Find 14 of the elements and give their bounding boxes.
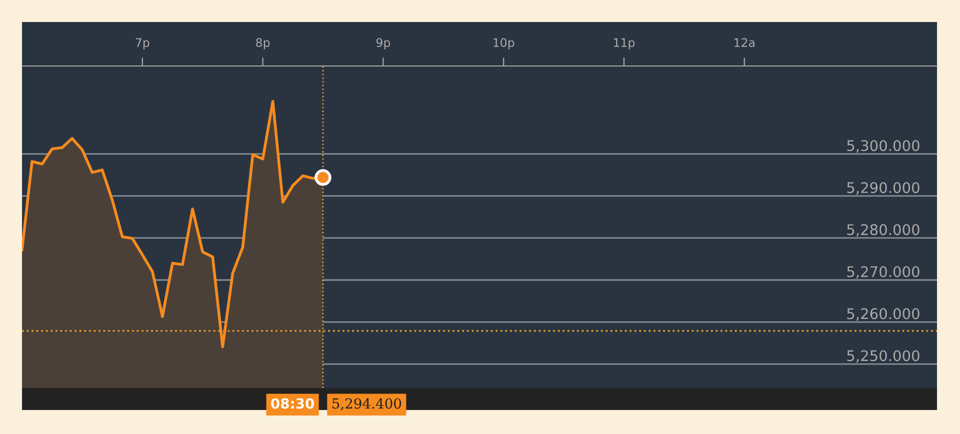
- y-tick-label: 5,300.000: [847, 140, 920, 153]
- y-tick-label: 5,250.000: [847, 350, 920, 363]
- y-tick-label: 5,260.000: [847, 308, 920, 321]
- x-tick-label: 10p: [494, 38, 514, 50]
- x-tick-label: 7p: [136, 38, 150, 50]
- y-tick-label: 5,280.000: [847, 224, 920, 237]
- x-tick-label: 12a: [734, 38, 754, 48]
- text: 5,294.400: [332, 398, 402, 410]
- x-tick-label: 9p: [376, 38, 390, 50]
- x-tick-label: 8p: [256, 38, 270, 50]
- ref-line-label: 08:30: [271, 398, 314, 409]
- y-tick-label: 5,290.000: [847, 182, 920, 195]
- y-tick-label: 5,270.000: [847, 266, 920, 279]
- x-tick-label: 11p: [614, 38, 635, 50]
